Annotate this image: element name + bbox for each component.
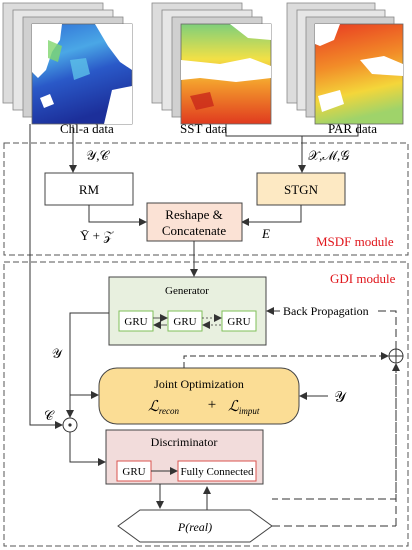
reshape-concatenate-block (146, 202, 243, 242)
stgn-block (256, 172, 346, 206)
c-left-label: 𝒞 (44, 408, 55, 423)
rm-block (44, 172, 134, 206)
concat-label-line1: Reshape & (165, 207, 222, 222)
stgn-output-label: E (261, 226, 270, 241)
generator-gru-3 (221, 310, 257, 332)
p-real-label: P(real) (177, 520, 212, 534)
concat-label-line2: Concatenate (162, 223, 226, 238)
fully-connected-layer (177, 460, 257, 482)
loss-plus: + (208, 397, 216, 413)
rm-output-label: Ȳ + 𝒵 (80, 228, 114, 243)
par-data-panel: PAR data (286, 2, 404, 136)
loss-imput: ℒimput (228, 399, 260, 416)
loss-recon: ℒrecon (148, 399, 179, 416)
par-label: PAR data (328, 121, 377, 136)
joint-optimization-label: Joint Optimization (154, 377, 244, 391)
gdi-module-border (3, 261, 409, 547)
y-right-label: 𝒴 (334, 390, 347, 406)
msdf-module-border (3, 142, 409, 256)
gru-3-label: GRU (227, 316, 250, 328)
y-left-label: 𝒴 (52, 346, 63, 361)
sst-data-panel: SST data (151, 2, 272, 136)
discriminator-label: Discriminator (151, 435, 218, 449)
chl-a-label: Chl-a data (60, 121, 114, 136)
gru-2-label: GRU (173, 316, 196, 328)
chl-a-data-panel: Chl-a data (2, 2, 133, 136)
gdi-module-label: GDI module (330, 271, 396, 286)
msdf-module-label: MSDF module (316, 234, 394, 249)
discriminator-gru-label: GRU (122, 466, 145, 478)
stgn-input-label: 𝒳,ℳ,𝒢 (308, 148, 350, 163)
fully-connected-label: Fully Connected (180, 466, 254, 478)
stgn-label: STGN (284, 182, 319, 197)
gru-1-label: GRU (124, 316, 147, 328)
generator-label: Generator (165, 285, 209, 297)
back-propagation-label: Back Propagation (283, 304, 369, 318)
rm-label: RM (79, 182, 100, 197)
sst-label: SST data (180, 121, 227, 136)
rm-input-label: 𝒴,𝒞 (86, 148, 110, 163)
